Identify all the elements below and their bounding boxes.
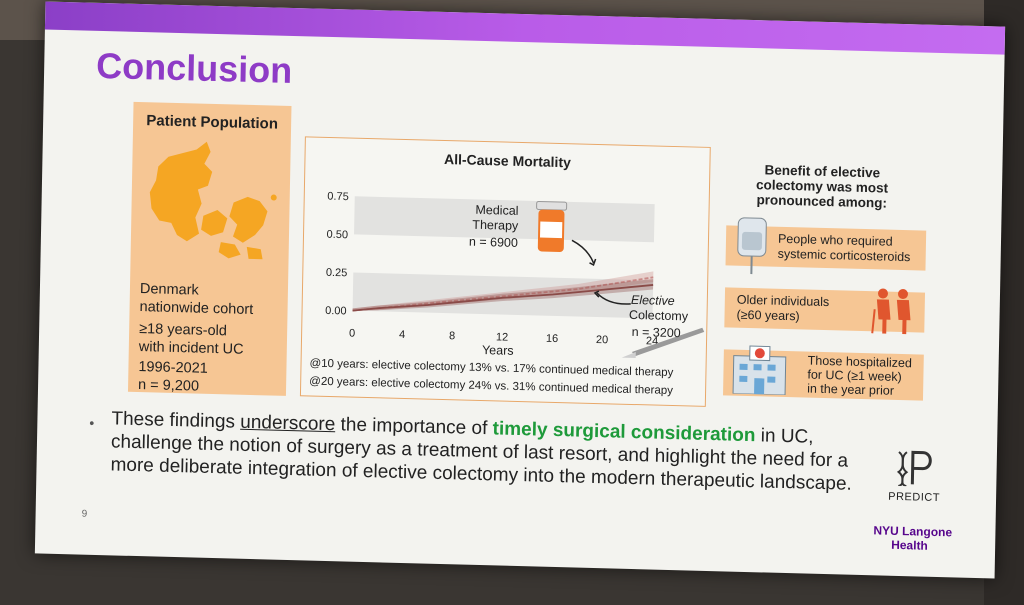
x-tick-label: 0 xyxy=(349,328,355,340)
predict-logo: PREDICT xyxy=(884,448,945,505)
benefit-older-individuals: Older individuals (≥60 years) xyxy=(724,287,926,335)
cohort-size: n = 9,200 xyxy=(137,377,200,395)
predict-logo-icon xyxy=(896,450,932,488)
mortality-chart: 0.000.250.500.750 4 8 12 16 20 24 Medical Ther… xyxy=(325,191,705,359)
x-tick-label: 12 xyxy=(496,331,508,343)
benefit-3-line3: in the year prior xyxy=(807,381,895,398)
bullet-part1: These findings xyxy=(111,408,241,433)
elderly-couple-icon xyxy=(871,288,911,335)
cohort-country: Denmark xyxy=(139,281,199,299)
y-tick-label: 0.25 xyxy=(326,267,348,280)
cohort-type: nationwide cohort xyxy=(139,299,254,319)
bullet-part3: the importance of xyxy=(335,414,493,440)
elective-n-label: n = 3200 xyxy=(632,325,681,340)
medical-n-label: n = 6900 xyxy=(469,235,518,250)
iv-bag-icon xyxy=(737,217,767,275)
scalpel-icon xyxy=(621,327,705,359)
x-tick-label: 16 xyxy=(546,333,558,345)
series-line xyxy=(352,284,654,312)
denmark-map-icon xyxy=(149,141,277,260)
medical-label: Medical xyxy=(475,203,518,218)
y-tick-label: 0.75 xyxy=(327,191,349,204)
cohort-age: ≥18 years-old xyxy=(139,321,228,340)
x-tick-label: 20 xyxy=(596,334,608,346)
x-tick-label: 4 xyxy=(399,329,405,341)
elective-arrow xyxy=(596,292,631,305)
y-tick-label: 0.00 xyxy=(325,305,347,318)
series-band xyxy=(352,271,654,311)
x-axis-title: Years xyxy=(482,343,514,358)
pill-bottle-icon xyxy=(536,200,568,253)
predict-label: PREDICT xyxy=(888,490,941,505)
page-number: 9 xyxy=(81,508,88,520)
elective-label: Elective xyxy=(631,293,675,308)
presentation-slide: Conclusion Patient Population Denmark na… xyxy=(34,1,1006,579)
mortality-chart-panel: 0.00 0.25 0.50 0.75 0 4 8 12 16 20 24 Medical Ther… xyxy=(299,136,711,407)
patient-population-panel: Patient Population Denmark nationwide co… xyxy=(127,101,292,396)
grid-band xyxy=(354,196,655,243)
medical-label-2: Therapy xyxy=(472,218,519,233)
slide-title: Conclusion xyxy=(95,44,293,91)
benefit-2-line2: (≥60 years) xyxy=(736,307,800,324)
cohort-condition: with incident UC xyxy=(138,339,244,358)
series-band xyxy=(352,278,654,311)
nyu-line1: NYU Langone xyxy=(873,523,953,540)
benefit-1-line2: systemic corticosteroids xyxy=(777,246,911,265)
conclusion-bullet: These findings underscore the importance… xyxy=(110,407,871,496)
nyu-langone-logo: NYU Langone Health xyxy=(873,523,974,554)
benefits-title: Benefit of elective colectomy was most p… xyxy=(732,162,913,212)
x-tick-label: 8 xyxy=(449,330,455,342)
bullet-marker: • xyxy=(89,414,95,431)
patient-population-title: Patient Population xyxy=(146,112,279,133)
hospital-icon xyxy=(732,345,787,396)
benefit-hospitalized: Those hospitalized for UC (≥1 week) in t… xyxy=(723,345,924,401)
nyu-line2: Health xyxy=(891,537,928,553)
elective-label-2: Colectomy xyxy=(629,308,689,324)
cohort-years: 1996-2021 xyxy=(138,359,208,377)
medical-arrow xyxy=(571,239,595,264)
bullet-underscore: underscore xyxy=(240,411,336,436)
y-tick-label: 0.50 xyxy=(326,229,348,242)
benefit-corticosteroids: People who required systemic corticoster… xyxy=(725,217,927,275)
